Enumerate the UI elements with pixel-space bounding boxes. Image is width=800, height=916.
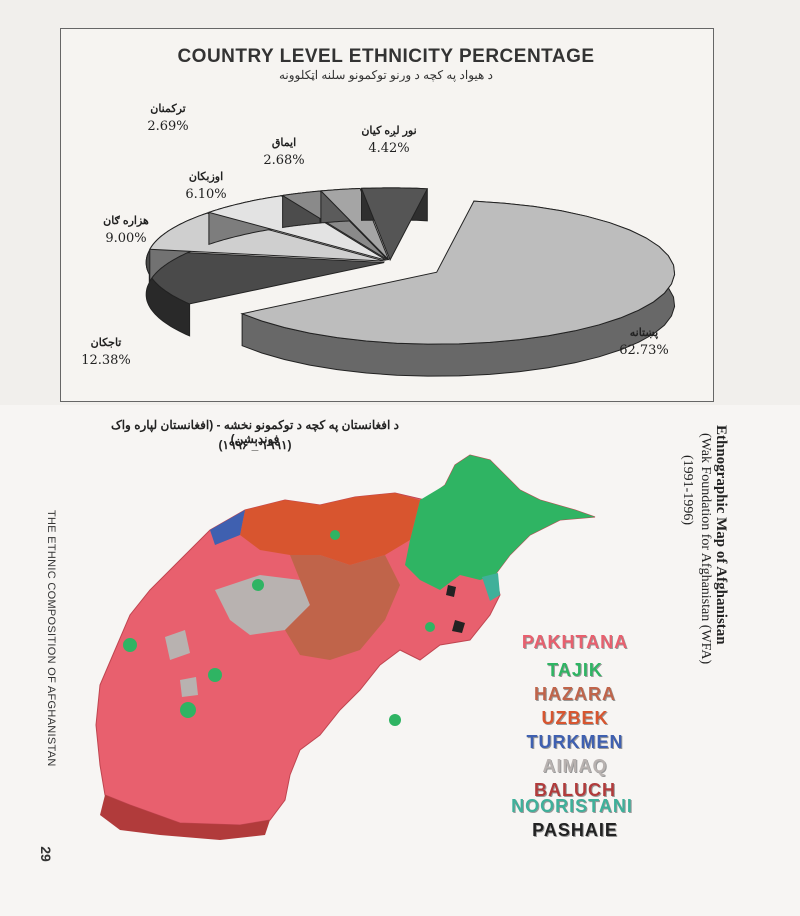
map-enclave-tajik [389, 714, 401, 726]
slice-value: 4.42% [368, 141, 410, 156]
map-enclave-aimaq [180, 677, 198, 697]
slice-value: 12.38% [81, 353, 131, 368]
map-enclave-tajik [208, 668, 222, 682]
slice-label-aimaq: ایماق 2.68% [244, 134, 324, 170]
map-title: د افغانستان په کچه د توکمونو نخشه - (افغ… [110, 418, 400, 446]
slice-name: پښتانه [629, 327, 659, 339]
map-region-aimaq [215, 575, 310, 635]
pie-slice-top [319, 188, 390, 261]
slice-name: نور لږه کیان [361, 125, 417, 137]
map-region-turkmen [210, 510, 245, 545]
slice-name: اوزبکان [188, 171, 224, 183]
legend-nooristani: NOORISTANI [511, 796, 633, 816]
map-enclave-tajik [123, 638, 137, 652]
slice-name: تاجکان [90, 337, 122, 349]
map-region-pashaie [446, 585, 456, 597]
pie-slice [207, 195, 387, 261]
slice-label-others: نور لږه کیان 4.42% [344, 122, 434, 158]
legend-turkmen: TURKMEN [526, 732, 624, 752]
pie-slice-top [207, 195, 387, 261]
map-region-baluch [100, 795, 270, 840]
slice-value: 9.00% [105, 231, 147, 246]
legend-pashaie: PASHAIE [532, 820, 618, 840]
map-region-nooristani [482, 573, 500, 601]
map-english-title: Ethnographic Map of Afghanistan (Wak Fou… [655, 425, 735, 675]
pie-slice-top [360, 187, 429, 262]
right-subtitle-2: (1991-1996) [680, 455, 695, 525]
map-region-tajik [405, 455, 595, 590]
pie-slice [240, 200, 676, 377]
pie-chart [145, 187, 676, 377]
slice-name: هزاره ګان [103, 215, 149, 227]
chart-subtitle: د هیواد په کچه د ورنو توکمونو سلنه اټکلو… [278, 68, 494, 82]
slice-label-turkmen: ترکمنان 2.69% [128, 100, 208, 136]
map-enclave-aimaq [165, 630, 190, 660]
map-enclave-tajik [252, 579, 264, 591]
map-region-uzbek [240, 493, 420, 565]
map-enclave-tajik [425, 622, 435, 632]
legend-baluch: BALUCH [534, 780, 616, 800]
legend-uzbek: UZBEK [541, 708, 609, 728]
right-subtitle-1: (Wak Foundation for Afghanistan (WFA) [698, 433, 713, 665]
slice-value: 6.10% [185, 187, 227, 202]
slice-label-pakhtana: پښتانه 62.73% [604, 324, 684, 360]
slice-label-hazara: هزاره ګان 9.00% [86, 212, 166, 248]
legend-hazara: HAZARA [534, 684, 616, 704]
pie-slice [319, 188, 390, 261]
slice-label-tajik: تاجکان 12.38% [66, 334, 146, 370]
pie-slice [281, 190, 389, 261]
legend-aimaq: AIMAQ [542, 756, 608, 776]
map-enclave-tajik [180, 702, 196, 718]
pie-slice-top [240, 200, 676, 345]
slice-label-uzbek: اوزبکان 6.10% [166, 168, 246, 204]
ethnographic-map [95, 454, 596, 840]
chart-title: COUNTRY LEVEL ETHNICITY PERCENTAGE [177, 46, 595, 67]
slice-value: 62.73% [619, 343, 669, 358]
legend-tajik: TAJIK [547, 660, 603, 680]
legend-pakhtana: PAKHTANA [521, 632, 629, 652]
map-enclave-tajik [330, 530, 340, 540]
slice-value: 2.69% [147, 119, 189, 134]
map-region-pashaie [452, 620, 465, 633]
slice-name: ایماق [271, 137, 297, 149]
map-region-hazara [285, 555, 400, 660]
map-years: (۱۹۹۱ _ ۱۹۹۶) [218, 438, 292, 452]
pie-slice [360, 187, 429, 262]
right-title: Ethnographic Map of Afghanistan [713, 425, 729, 645]
slice-name: ترکمنان [150, 103, 186, 115]
pie-slice-top [281, 190, 389, 261]
slice-value: 2.68% [263, 153, 305, 168]
